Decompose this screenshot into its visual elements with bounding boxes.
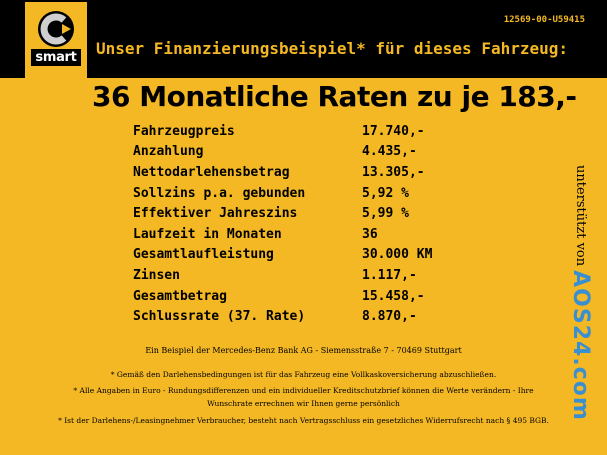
row-label: Effektiver Jahreszins bbox=[133, 206, 298, 222]
row-label: Laufzeit in Monaten bbox=[133, 226, 282, 242]
table-row: Fahrzeugpreis 17.740,- bbox=[133, 121, 432, 142]
table-row: Nettodarlehensbetrag 13.305,- bbox=[133, 162, 432, 183]
row-label: Gesamtlaufleistung bbox=[133, 247, 274, 263]
table-row: Schlussrate (37. Rate) 8.870,- bbox=[133, 306, 432, 327]
footnote-currency-cont: Wunschrate errechnen wir Ihnen gerne per… bbox=[207, 399, 400, 408]
sponsor-badge: unterstützt von AOS24.com bbox=[566, 165, 596, 421]
table-row: Laufzeit in Monaten 36 bbox=[133, 224, 432, 245]
table-row: Gesamtbetrag 15.458,- bbox=[133, 286, 432, 307]
table-row: Gesamtlaufleistung 30.000 KM bbox=[133, 245, 432, 266]
finance-table: Fahrzeugpreis 17.740,- Anzahlung 4.435,- N… bbox=[133, 121, 432, 327]
footnote-currency: * Alle Angaben in Euro - Rundungsdiffere… bbox=[73, 386, 534, 395]
sponsor-prefix: unterstützt von bbox=[573, 165, 589, 267]
row-value: 5,92 % bbox=[362, 185, 409, 201]
row-value: 13.305,- bbox=[362, 164, 425, 180]
row-value: 1.117,- bbox=[362, 267, 417, 283]
row-value: 5,99 % bbox=[362, 206, 409, 222]
header-bar: smart 12569-00-U59415 Unser Finanzierung… bbox=[0, 0, 607, 78]
row-label: Zinsen bbox=[133, 267, 180, 283]
table-row: Zinsen 1.117,- bbox=[133, 265, 432, 286]
table-row: Sollzins p.a. gebunden 5,92 % bbox=[133, 183, 432, 204]
bank-line: Ein Beispiel der Mercedes-Benz Bank AG -… bbox=[145, 346, 462, 355]
smart-c-icon bbox=[38, 11, 74, 47]
row-label: Fahrzeugpreis bbox=[133, 123, 235, 139]
logo-text: smart bbox=[31, 49, 81, 66]
row-label: Nettodarlehensbetrag bbox=[133, 164, 290, 180]
row-value: 30.000 KM bbox=[362, 247, 433, 263]
row-value: 36 bbox=[362, 226, 378, 242]
table-row: Anzahlung 4.435,- bbox=[133, 142, 432, 163]
footnote-withdrawal: * Ist der Darlehens-/Leasingnehmer Verbr… bbox=[58, 416, 549, 425]
page-subtitle: Unser Finanzierungsbeispiel* für dieses … bbox=[96, 39, 569, 58]
row-value: 17.740,- bbox=[362, 123, 425, 139]
footnote-insurance: * Gemäß den Darlehensbedingungen ist für… bbox=[110, 370, 497, 379]
row-value: 8.870,- bbox=[362, 309, 417, 325]
smart-logo: smart bbox=[25, 2, 87, 78]
row-value: 4.435,- bbox=[362, 144, 417, 160]
row-label: Sollzins p.a. gebunden bbox=[133, 185, 306, 201]
row-label: Anzahlung bbox=[133, 144, 204, 160]
row-label: Gesamtbetrag bbox=[133, 288, 227, 304]
page-title: 36 Monatliche Raten zu je 183,- bbox=[92, 80, 577, 113]
row-value: 15.458,- bbox=[362, 288, 425, 304]
row-label: Schlussrate (37. Rate) bbox=[133, 309, 306, 325]
sponsor-brand: AOS24.com bbox=[568, 270, 594, 421]
vehicle-code: 12569-00-U59415 bbox=[503, 15, 585, 25]
table-row: Effektiver Jahreszins 5,99 % bbox=[133, 203, 432, 224]
